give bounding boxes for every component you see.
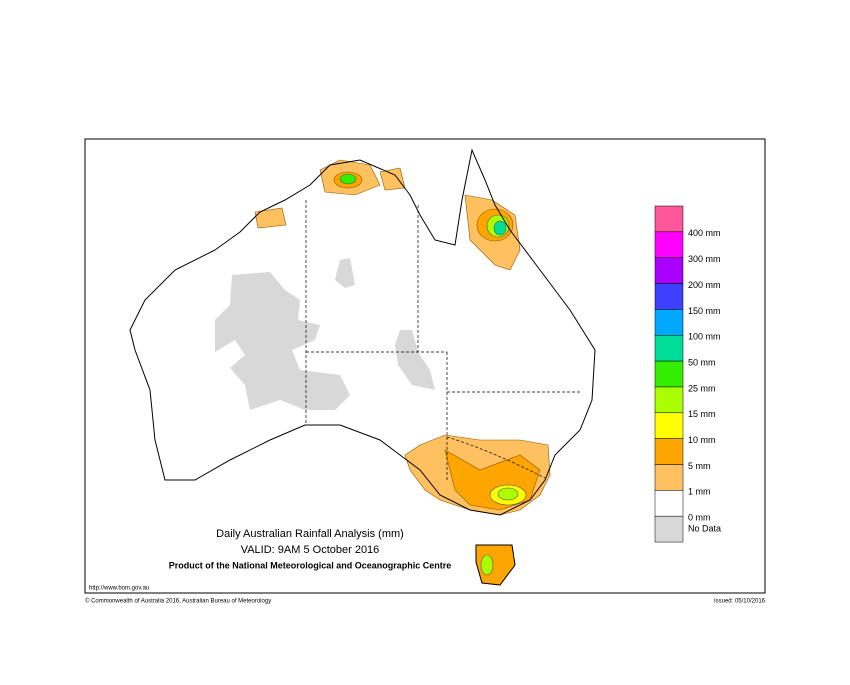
legend-label: 5 mm [688, 461, 711, 471]
legend-label: 400 mm [688, 228, 721, 238]
legend-swatch [654, 360, 684, 388]
legend-swatch [654, 438, 684, 465]
legend-label: 25 mm [688, 383, 716, 393]
map-title: Daily Australian Rainfall Analysis (mm) [216, 528, 404, 540]
legend-label: 0 mm [688, 513, 711, 523]
state-borders [305, 200, 582, 480]
legend-swatch [654, 205, 684, 233]
coastline [129, 148, 596, 516]
copyright: © Commonwealth of Australia 2016, Austra… [85, 598, 271, 605]
producer: Product of the National Meteorological a… [169, 560, 452, 570]
legend-swatch [654, 309, 684, 336]
legend-swatch [654, 257, 684, 284]
legend-swatch [654, 231, 684, 258]
url: http://www.bom.gov.au [89, 586, 149, 592]
legend-swatch [654, 412, 684, 439]
tasmania-coast [475, 544, 516, 586]
rainfall-areas [254, 159, 551, 586]
issued: Issued: 05/10/2016 [714, 599, 766, 605]
legend-label: 150 mm [688, 306, 721, 316]
legend-label: 15 mm [688, 409, 716, 419]
legend-swatch [654, 490, 684, 517]
legend-label: 300 mm [688, 254, 721, 264]
legend-label: 100 mm [688, 332, 721, 342]
legend-label: 1 mm [688, 487, 711, 497]
no-data-areas [215, 258, 435, 410]
legend-swatch [654, 386, 684, 414]
legend-swatch [654, 283, 684, 310]
legend-swatch [654, 515, 684, 543]
legend-label: 50 mm [688, 357, 716, 367]
valid-time: VALID: 9AM 5 October 2016 [241, 544, 380, 556]
legend-swatch [654, 335, 684, 362]
legend-label: No Data [688, 524, 721, 534]
legend-label: 200 mm [688, 280, 721, 290]
legend: 400 mm 300 mm 200 mm 150 mm 100 mm 50 mm 25 mm… [654, 205, 721, 543]
legend-swatch [654, 464, 684, 491]
legend-label: 10 mm [688, 435, 716, 445]
